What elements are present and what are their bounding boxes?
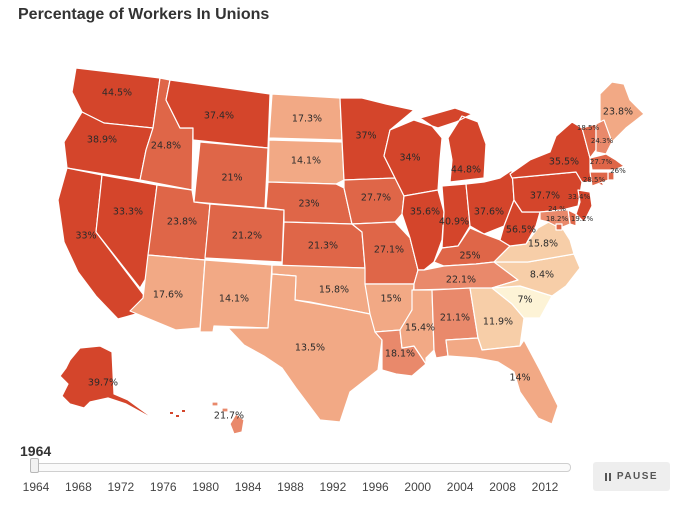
state-value-nj: 33.4%	[568, 193, 591, 201]
state-nv[interactable]	[95, 174, 158, 289]
state-mi[interactable]	[419, 107, 487, 183]
state-value-sd: 14.1%	[291, 156, 321, 167]
state-dc[interactable]	[555, 223, 563, 231]
state-value-pa: 37.7%	[530, 191, 560, 202]
state-value-oh: 37.6%	[474, 207, 504, 218]
state-il[interactable]	[401, 189, 445, 271]
state-value-al: 21.1%	[440, 313, 470, 324]
state-value-nd: 17.3%	[292, 114, 322, 125]
state-wi[interactable]	[383, 119, 443, 197]
state-value-wv: 56.5%	[506, 225, 536, 236]
state-value-ut: 23.8%	[167, 217, 197, 228]
state-va[interactable]	[493, 217, 575, 263]
state-value-la: 18.1%	[385, 349, 415, 360]
state-value-wy: 21%	[221, 173, 242, 184]
year-tick[interactable]: 1984	[234, 480, 262, 494]
state-md[interactable]	[539, 209, 571, 229]
state-value-fl: 14%	[509, 373, 530, 384]
state-value-ks: 21.3%	[308, 241, 338, 252]
state-fl[interactable]	[445, 337, 559, 425]
year-tick[interactable]: 1964	[22, 480, 50, 494]
state-value-sc: 7%	[517, 295, 532, 306]
state-value-or: 38.9%	[87, 135, 117, 146]
year-slider-handle[interactable]	[30, 458, 39, 473]
year-tick[interactable]: 2008	[489, 480, 516, 494]
state-value-mi: 44.8%	[451, 165, 481, 176]
year-tick[interactable]: 1980	[192, 480, 219, 494]
state-value-mo: 27.1%	[374, 245, 404, 256]
state-value-in: 40.9%	[439, 217, 469, 228]
alaska-island	[182, 410, 185, 412]
state-value-mt: 37.4%	[204, 111, 234, 122]
state-value-nm: 14.1%	[219, 294, 249, 305]
year-tick[interactable]: 1968	[65, 480, 92, 494]
state-value-ct: 28.5%	[583, 176, 606, 184]
state-value-tx: 13.5%	[295, 343, 325, 354]
state-value-mn: 37%	[355, 131, 376, 142]
state-hi[interactable]	[211, 401, 245, 435]
state-sd[interactable]	[267, 139, 345, 185]
state-value-ga: 11.9%	[483, 317, 513, 328]
state-value-me: 23.8%	[603, 107, 633, 118]
state-value-md: 18.2%	[546, 215, 569, 223]
state-mt[interactable]	[165, 79, 271, 149]
state-nj[interactable]	[575, 189, 593, 223]
state-value-ca: 33%	[75, 231, 96, 242]
state-value-ia: 27.7%	[361, 193, 391, 204]
year-tick[interactable]: 1972	[107, 480, 135, 494]
state-value-ny: 35.5%	[549, 157, 579, 168]
state-value-ma: 27.7%	[590, 158, 613, 166]
year-tick[interactable]: 1976	[149, 480, 177, 494]
state-value-az: 17.6%	[153, 290, 183, 301]
state-value-ri: 26%	[610, 167, 626, 175]
year-tick[interactable]: 1988	[277, 480, 304, 494]
state-tx[interactable]	[227, 273, 383, 423]
state-value-de: 24.%	[548, 205, 566, 213]
state-value-il: 35.6%	[410, 207, 440, 218]
state-value-tn: 22.1%	[446, 275, 476, 286]
pause-icon	[604, 472, 611, 481]
state-ma[interactable]	[589, 153, 625, 171]
state-value-id: 24.8%	[151, 141, 181, 152]
state-value-vt: 18.5%	[577, 124, 600, 132]
state-value-ak: 39.7%	[88, 378, 118, 389]
us-choropleth-map: 44.5% 38.9% 33% 33.3% 24.8% 37.4% 21% 23.8% 21.2…	[57, 67, 645, 435]
state-value-nh: 24.3%	[591, 137, 614, 145]
state-value-hi: 21.7%	[214, 411, 244, 422]
state-value-wa: 44.5%	[102, 88, 132, 99]
state-value-ne: 23%	[298, 199, 319, 210]
year-tick[interactable]: 2012	[531, 480, 559, 494]
state-nh[interactable]	[595, 119, 613, 155]
year-tick[interactable]: 2004	[446, 480, 474, 494]
state-ct[interactable]	[589, 171, 609, 187]
state-value-ms: 15.4%	[405, 323, 435, 334]
page-title: Percentage of Workers In Unions	[18, 6, 270, 23]
year-tick[interactable]: 2000	[404, 480, 432, 494]
alaska-island	[176, 415, 179, 417]
state-value-dc: 19.2%	[571, 215, 594, 223]
state-ak[interactable]	[59, 345, 163, 421]
state-value-ar: 15%	[380, 294, 401, 305]
state-value-wi: 34%	[399, 153, 420, 164]
pause-button-label: PAUSE	[616, 471, 659, 482]
state-value-co: 21.2%	[232, 231, 262, 242]
year-slider-track[interactable]	[33, 463, 571, 472]
alaska-island	[170, 412, 173, 414]
state-value-ky: 25%	[459, 251, 480, 262]
current-year-display: 1964	[20, 443, 52, 459]
state-value-ok: 15.8%	[319, 285, 349, 296]
state-value-nv: 33.3%	[113, 207, 143, 218]
year-slider-ticks: 1964 1968 1972 1976 1980 1984 1988 1992 1996 2000…	[0, 478, 680, 498]
pause-button[interactable]: PAUSE	[593, 462, 670, 491]
state-value-va: 15.8%	[528, 239, 558, 250]
year-tick[interactable]: 1992	[319, 480, 347, 494]
year-tick[interactable]: 1996	[361, 480, 389, 494]
state-value-nc: 8.4%	[530, 270, 554, 281]
